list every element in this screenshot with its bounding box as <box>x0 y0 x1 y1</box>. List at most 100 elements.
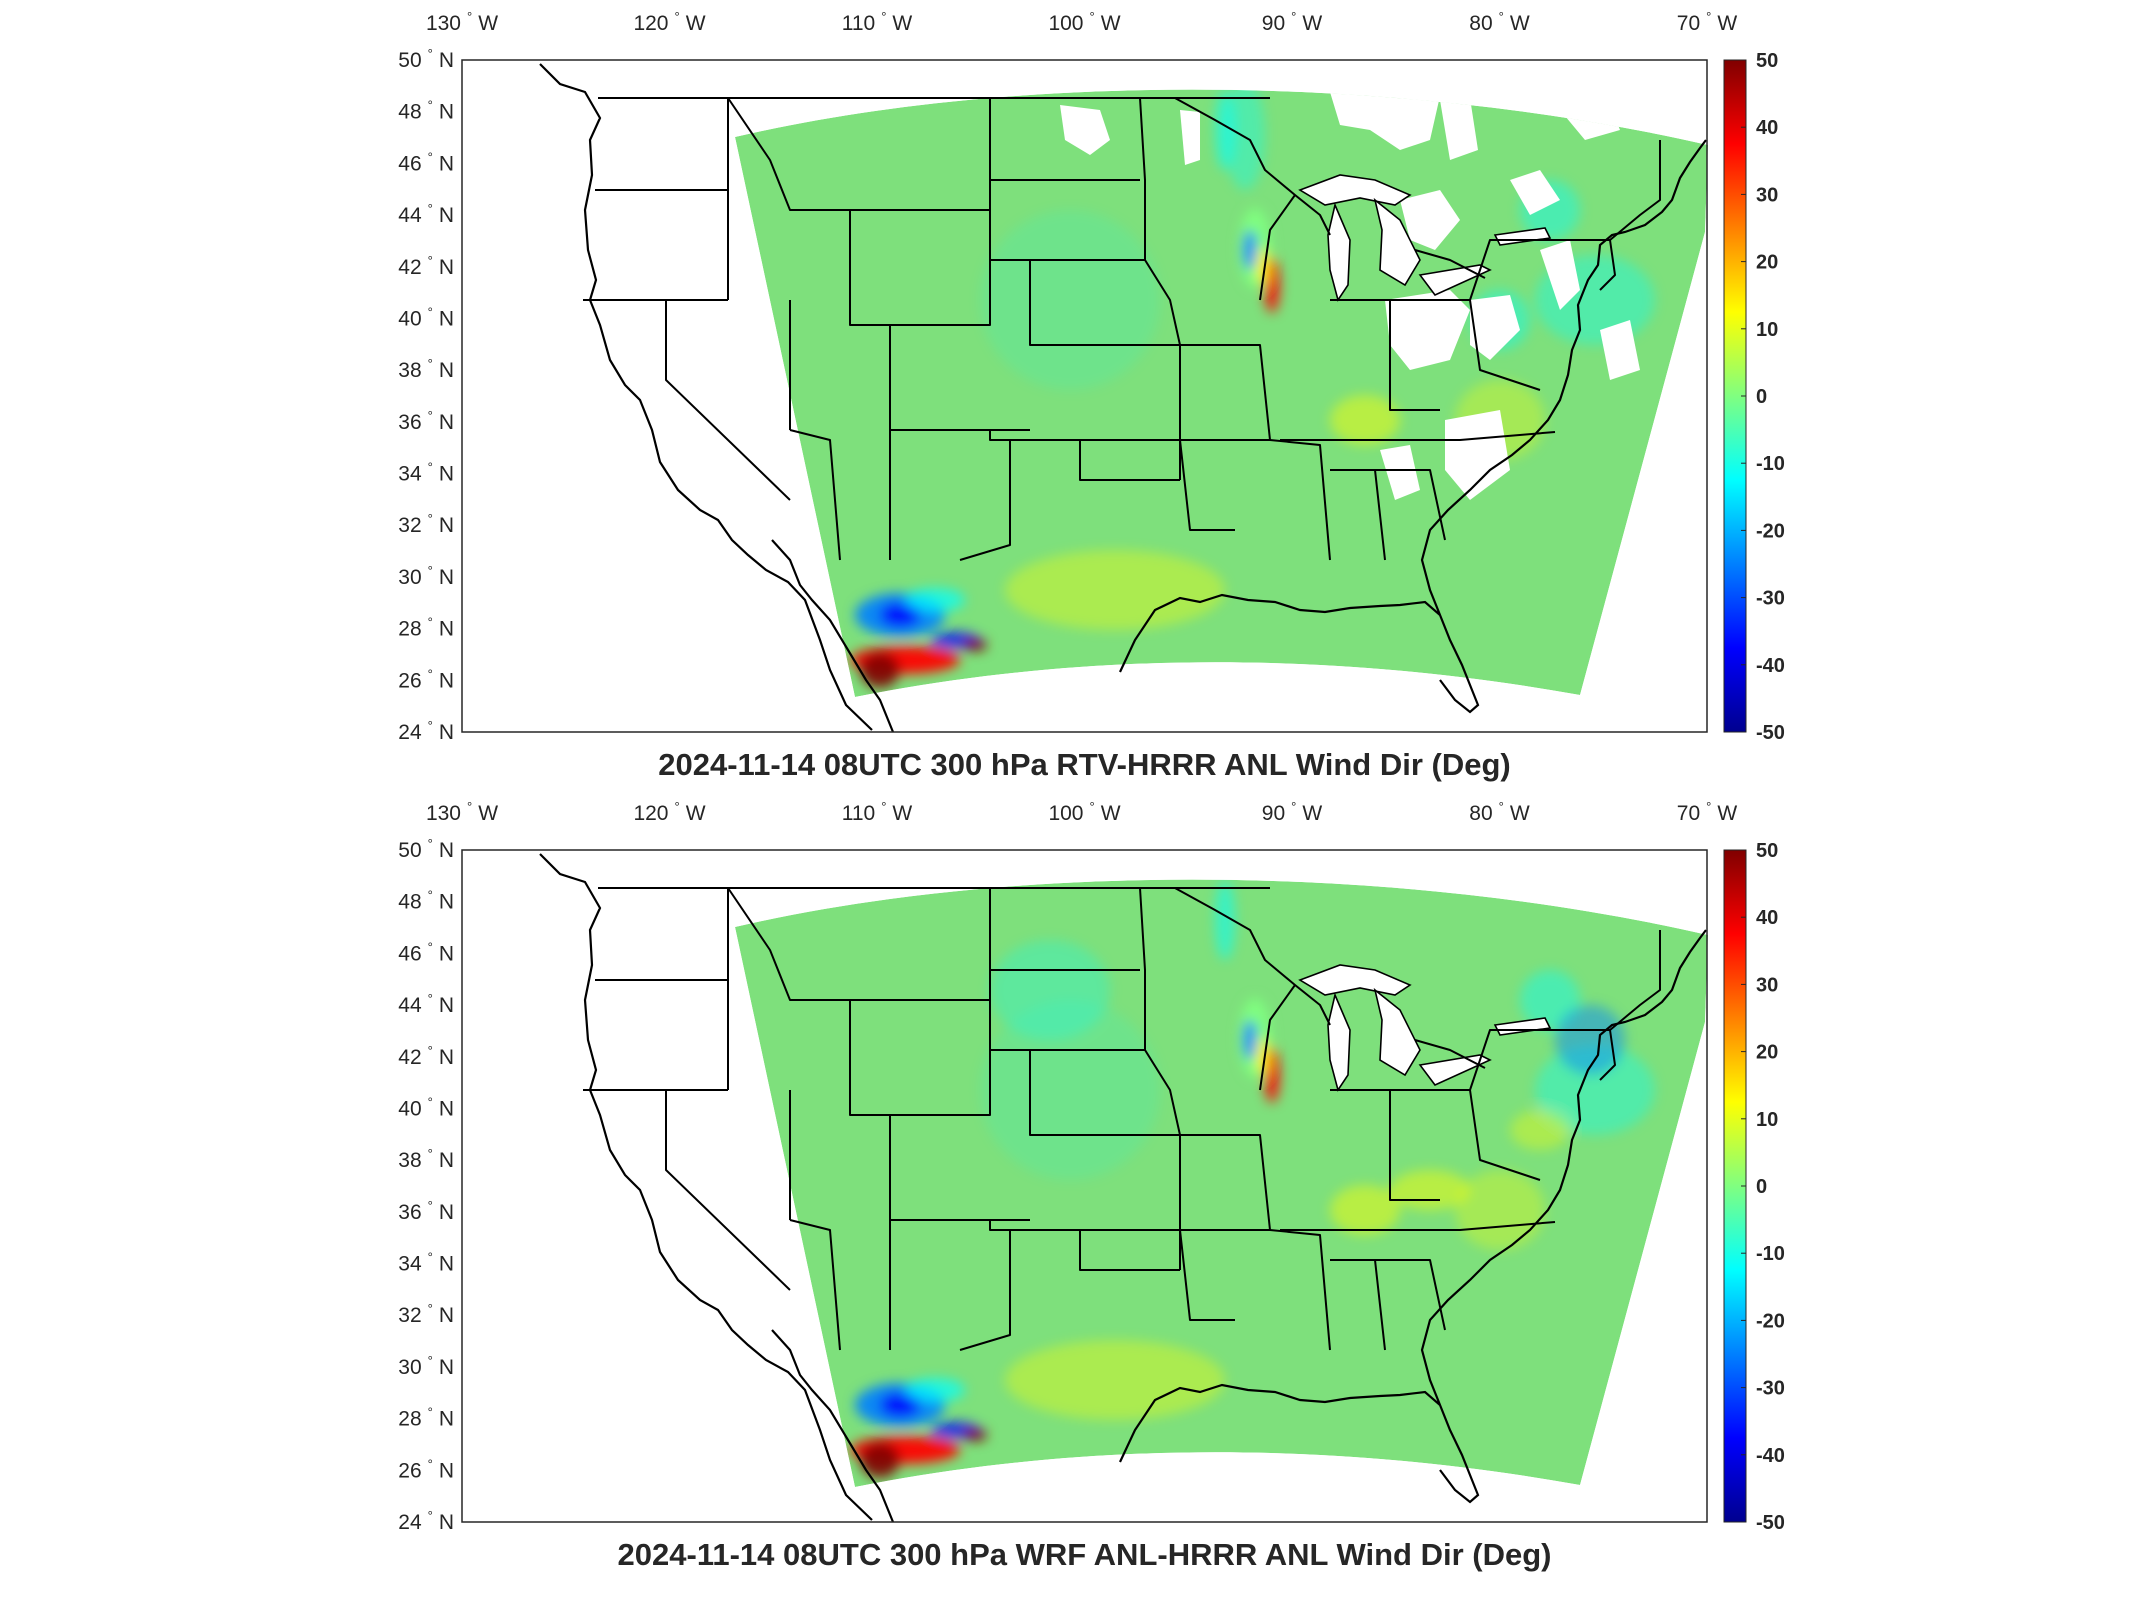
map-figure-bottom: 130 ° W 120 ° W 110 ° W 100 ° W 90 ° W 80 ° W 70 ° W 50 ° N 48 ° N… <box>398 799 1785 1572</box>
state-border <box>849 1000 891 1220</box>
coastline <box>539 853 1707 1523</box>
field-domain <box>735 879 1708 1487</box>
anomaly-blob <box>1535 1045 1655 1135</box>
state-border <box>1179 439 1235 531</box>
state-border <box>1280 1221 1556 1231</box>
lat-tick-label: 38 ° N <box>398 356 454 382</box>
state-border <box>1180 344 1271 441</box>
state-border <box>989 1220 1180 1231</box>
state-border <box>1469 299 1541 391</box>
missing-data-patch <box>1385 290 1470 370</box>
lat-tick-label: 32 ° N <box>398 511 454 537</box>
state-border <box>1259 984 1296 1091</box>
lat-tick-label: 50 ° N <box>398 836 454 862</box>
anomaly-blob <box>860 1442 900 1478</box>
lat-tick-label: 48 ° N <box>398 888 454 914</box>
state-border <box>1179 1229 1235 1321</box>
panel-title: 2024-11-14 08UTC 300 hPa WRF ANL-HRRR AN… <box>618 1537 1552 1572</box>
state-border <box>1079 1230 1180 1271</box>
colorbar-tick-label: 0 <box>1756 386 1767 408</box>
anomaly-blob <box>1520 970 1580 1030</box>
state-border <box>1390 239 1560 301</box>
lon-tick-label: 100 ° W <box>1048 9 1120 35</box>
lat-tick-label: 28 ° N <box>398 615 454 641</box>
lon-tick-label: 120 ° W <box>633 9 705 35</box>
lake-outline <box>1373 987 1421 1077</box>
missing-data-patch <box>1440 98 1478 160</box>
state-border <box>727 97 850 211</box>
state-border <box>1375 469 1446 541</box>
state-border <box>850 999 991 1116</box>
state-border <box>1414 1039 1486 1069</box>
lat-tick-label: 48 ° N <box>398 98 454 124</box>
state-border <box>959 1230 1011 1351</box>
anomaly-blob <box>880 603 920 627</box>
missing-data-patch <box>1380 445 1420 500</box>
lon-tick-label: 70 ° W <box>1677 9 1738 35</box>
anomaly-blob <box>980 210 1160 390</box>
anomaly-blob <box>963 1429 987 1441</box>
state-border <box>1079 440 1180 481</box>
state-border <box>1174 887 1331 1026</box>
lon-tick-label: 80 ° W <box>1469 9 1530 35</box>
colorbar-tick-label: 20 <box>1756 1042 1778 1064</box>
anomaly-blob <box>1225 89 1265 190</box>
anomaly-blob <box>1256 247 1268 283</box>
lon-tick-label: 80 ° W <box>1469 799 1530 825</box>
lat-tick-label: 36 ° N <box>398 408 454 434</box>
state-border <box>665 1090 791 1291</box>
lat-tick-label: 30 ° N <box>398 563 454 589</box>
anomaly-blob <box>860 652 900 688</box>
lat-tick-label: 50 ° N <box>398 46 454 72</box>
state-border <box>1259 194 1296 301</box>
field-domain <box>735 89 1708 697</box>
colorbar-tick-label: 50 <box>1756 50 1778 72</box>
missing-data-patch <box>1510 170 1560 215</box>
lon-tick-label: 110 ° W <box>842 799 913 825</box>
anomaly-blob <box>1555 1005 1625 1075</box>
anomaly-blob <box>963 639 987 651</box>
lat-tick-label: 36 ° N <box>398 1198 454 1224</box>
colorbar-tick-label: 30 <box>1756 184 1778 206</box>
state-border <box>1375 1259 1446 1331</box>
colorbar-tick-label: 30 <box>1756 974 1778 996</box>
anomaly-blob <box>1005 1340 1225 1420</box>
lat-tick-label: 32 ° N <box>398 1301 454 1327</box>
anomaly-blob <box>1455 1170 1545 1250</box>
lon-tick-label: 90 ° W <box>1262 799 1323 825</box>
state-border <box>665 300 791 501</box>
lon-tick-label: 90 ° W <box>1262 9 1323 35</box>
colorbar-tick-label: -30 <box>1756 1378 1785 1400</box>
missing-data-patch <box>1470 295 1520 360</box>
anomaly-blob <box>1256 1037 1268 1073</box>
lat-tick-label: 26 ° N <box>398 1456 454 1482</box>
state-border <box>1139 97 1181 480</box>
colorbar-tick-label: -20 <box>1756 520 1785 542</box>
lat-tick-label: 24 ° N <box>398 1508 454 1534</box>
colorbar-tick-label: -30 <box>1756 588 1785 610</box>
anomaly-blob <box>1243 1020 1257 1060</box>
colorbar-tick-label: -50 <box>1756 722 1785 744</box>
wind-dir-field <box>735 879 1708 1487</box>
lon-tick-label: 130 ° W <box>426 9 498 35</box>
lat-tick-label: 40 ° N <box>398 1094 454 1120</box>
colorbar-tick-label: -50 <box>1756 1512 1785 1534</box>
state-borders <box>583 97 1661 561</box>
state-border <box>1560 930 1661 1031</box>
lat-tick-label: 30 ° N <box>398 1353 454 1379</box>
colorbar-tick-label: 50 <box>1756 840 1778 862</box>
anomaly-blob <box>880 1393 920 1417</box>
state-border <box>1029 1050 1180 1136</box>
state-border <box>727 887 850 1001</box>
state-border <box>789 1219 841 1351</box>
lat-tick-label: 46 ° N <box>398 149 454 175</box>
state-border <box>1560 140 1661 241</box>
panel-top: 130 ° W 120 ° W 110 ° W 100 ° W 90 ° W 80 ° W 70 ° W 50 ° N 48 ° N… <box>398 9 1785 782</box>
missing-data-patch <box>1445 410 1510 500</box>
anomaly-blob <box>1510 1110 1570 1150</box>
lat-tick-label: 46 ° N <box>398 939 454 965</box>
state-border <box>1180 1134 1271 1231</box>
lon-tick-label: 120 ° W <box>633 799 705 825</box>
lon-tick-label: 100 ° W <box>1048 799 1120 825</box>
lat-tick-label: 34 ° N <box>398 460 454 486</box>
